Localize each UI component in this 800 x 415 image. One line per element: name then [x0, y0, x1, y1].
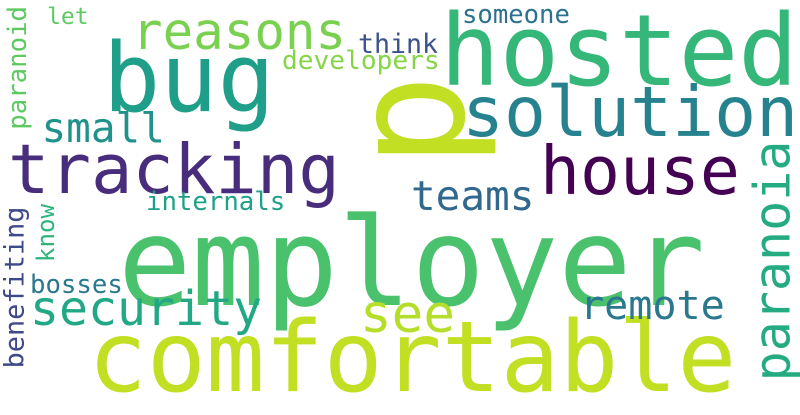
word-remote: remote [580, 283, 725, 329]
word-teams: teams [411, 171, 535, 220]
word-paranoia: paranoia [743, 140, 800, 382]
word-developers: developers [282, 46, 440, 76]
word-someone: someone [462, 0, 570, 30]
word-security: security [30, 281, 263, 337]
word-comfortable: comfortable [88, 301, 737, 415]
word-small: small [41, 103, 165, 152]
word-hosted: hosted [440, 0, 798, 109]
word-paranoid: paranoid [3, 5, 34, 130]
word-solution: solution [462, 71, 799, 153]
word-benefiting: benefiting [0, 206, 30, 369]
word-let: let [47, 3, 89, 30]
word-see: see [360, 283, 455, 345]
word-think: think [358, 29, 439, 60]
word-employer: employer [118, 191, 706, 334]
word-house: house [540, 132, 740, 210]
word-tracking: tracking [8, 129, 340, 210]
word-reasons: reasons [132, 1, 347, 61]
word-bosses: bosses [30, 269, 123, 300]
word-internals: internals [146, 186, 286, 217]
word-bug: bug [103, 24, 275, 134]
word-know: know [31, 204, 60, 263]
